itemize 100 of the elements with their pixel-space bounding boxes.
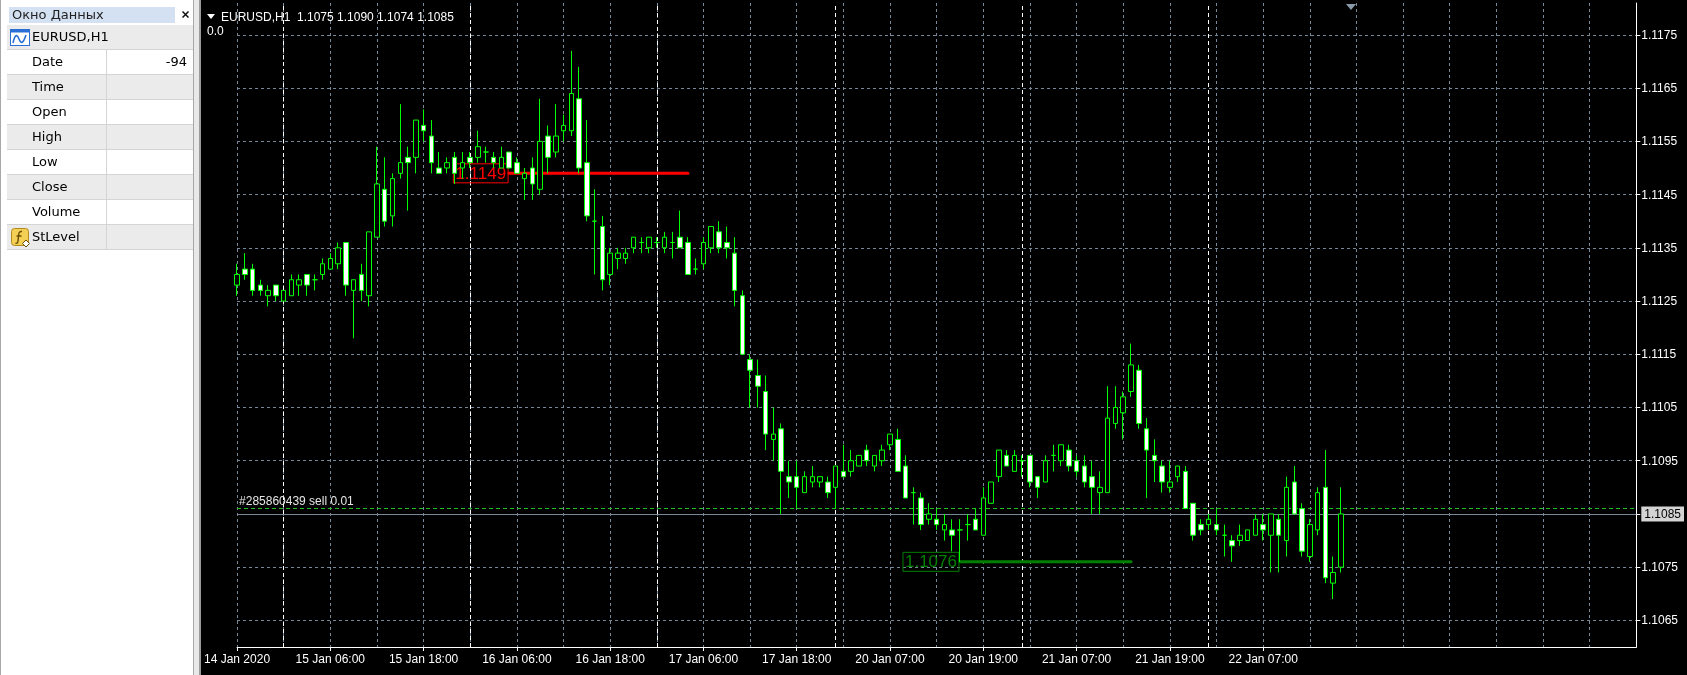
candlestick: [654, 236, 660, 249]
candlestick: [242, 252, 248, 281]
candlestick: [343, 242, 349, 297]
candlestick: [895, 428, 901, 472]
candlestick: [366, 231, 372, 307]
candlestick: [934, 508, 939, 531]
candlestick: [1004, 449, 1009, 467]
text: Time: [32, 78, 64, 96]
candlestick: [786, 460, 792, 499]
candlestick: [1159, 460, 1165, 494]
candlestick: [778, 422, 784, 515]
candlestick: [864, 444, 869, 467]
candlestick: [1012, 449, 1017, 472]
y-tick-label: 1.1085: [1644, 507, 1682, 522]
candlestick: [1066, 444, 1072, 472]
candlestick: [701, 236, 706, 270]
y-tick-label: 1.1105: [1641, 400, 1678, 415]
candlestick: [1105, 385, 1110, 494]
candlestick: [1089, 460, 1095, 515]
candlestick: [1222, 524, 1227, 558]
candlestick: [879, 444, 885, 467]
candlestick: [1307, 518, 1313, 563]
candlestick: [1136, 364, 1142, 430]
candlestick: [841, 444, 846, 478]
candlestick: [553, 103, 559, 158]
candlestick: [1299, 502, 1305, 558]
candlestick: [1237, 524, 1243, 547]
candlestick: [413, 119, 419, 174]
candlestick: [1253, 513, 1258, 536]
candlestick: [444, 156, 450, 174]
candlestick: [996, 449, 1002, 483]
candlestick: [545, 124, 551, 174]
candlestick: [1175, 465, 1180, 483]
candlestick: [1144, 417, 1149, 499]
candlestick: [763, 375, 768, 451]
candlestick: [926, 502, 932, 526]
candlestick: [335, 242, 341, 270]
candlestick: [1206, 513, 1211, 531]
ref-line-label: #285860439 sell 0.01: [239, 493, 355, 508]
candlestick: [732, 236, 737, 307]
candlestick: [740, 289, 745, 355]
candlestick: [491, 151, 496, 169]
candlestick: [802, 470, 807, 494]
y-tick-label: 1.1135: [1641, 240, 1678, 255]
candlestick: [1183, 465, 1188, 510]
x-tick-label: 21 Jan 19:00: [1135, 652, 1205, 666]
candlestick: [1245, 529, 1250, 542]
candlestick: [631, 236, 636, 254]
candlestick: [670, 231, 675, 259]
candlestick: [677, 210, 683, 249]
candlestick: [273, 284, 279, 302]
candlestick: [771, 407, 776, 462]
candlestick: [918, 492, 924, 531]
text: Open: [32, 103, 67, 121]
candlestick: [576, 66, 582, 174]
candlestick: [351, 279, 356, 339]
candlestick: [988, 481, 994, 504]
candlestick: [1315, 486, 1320, 536]
y-tick-label: 1.1175: [1641, 27, 1678, 42]
candlestick: [421, 108, 426, 142]
candlestick: [1082, 454, 1087, 488]
y-tick-label: 1.1065: [1641, 613, 1679, 628]
x-tick-label: 15 Jan 06:00: [295, 652, 366, 666]
candlestick: [398, 103, 403, 180]
x-tick-label: 17 Jan 06:00: [668, 652, 739, 666]
candlestick: [1229, 534, 1235, 563]
candlestick: [320, 257, 325, 281]
candlestick: [1292, 465, 1297, 515]
candlestick: [623, 247, 628, 265]
candlestick: [817, 476, 823, 488]
candlestick: [1198, 518, 1204, 536]
y-tick-label: 1.1115: [1641, 347, 1677, 362]
x-tick-label: 16 Jan 06:00: [482, 652, 552, 666]
candlestick: [755, 359, 761, 408]
candlestick: [390, 172, 395, 228]
candlestick: [506, 151, 512, 169]
x-tick-label: 15 Jan 18:00: [388, 652, 459, 666]
candlestick: [981, 486, 986, 536]
y-tick-label: 1.1145: [1641, 187, 1678, 202]
x-tick-label: 16 Jan 18:00: [575, 652, 646, 666]
candlestick: [258, 279, 263, 297]
x-tick-label: 14 Jan 2020: [204, 652, 271, 666]
candlestick: [328, 252, 333, 270]
candlestick: [911, 486, 916, 526]
candlestick: [1019, 454, 1025, 478]
x-tick-label: 21 Jan 07:00: [1041, 652, 1112, 666]
candlestick: [436, 151, 442, 174]
candlestick: [584, 119, 590, 222]
candlestick: [561, 114, 566, 142]
candlestick: [903, 454, 908, 499]
candlestick: [662, 231, 667, 254]
candlestick: [429, 119, 434, 174]
candlestick: [522, 167, 527, 201]
candlestick: [949, 518, 955, 552]
candlestick: [530, 156, 535, 201]
candlestick: [1276, 513, 1281, 573]
candlestick: [716, 220, 722, 254]
candlestick: [1338, 486, 1344, 573]
candlestick: [1120, 391, 1126, 440]
candlestick: [289, 273, 294, 297]
